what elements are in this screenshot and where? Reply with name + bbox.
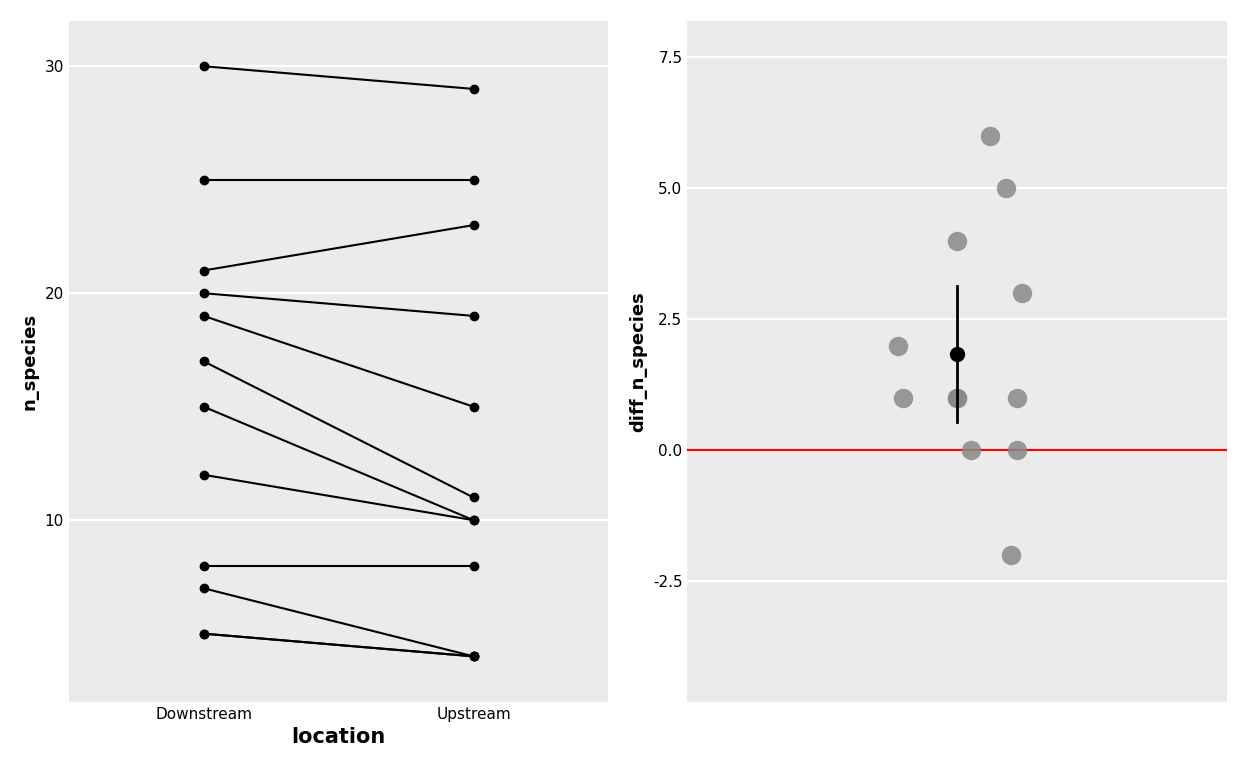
- X-axis label: location: location: [292, 727, 386, 747]
- Y-axis label: diff_n_species: diff_n_species: [629, 291, 648, 432]
- Y-axis label: n_species: n_species: [21, 313, 39, 410]
